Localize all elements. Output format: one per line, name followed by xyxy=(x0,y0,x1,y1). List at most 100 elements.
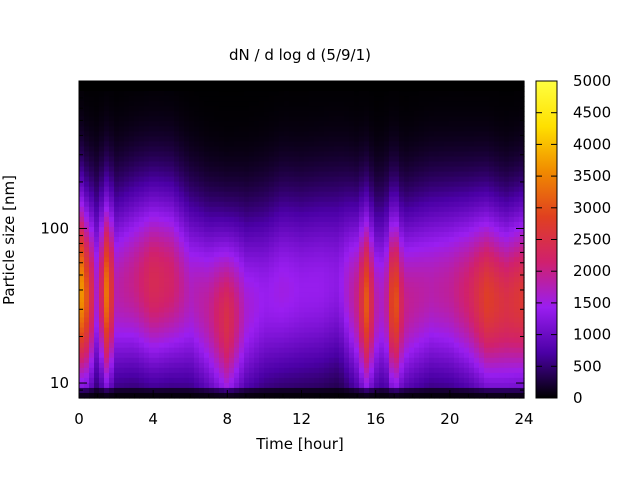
heatmap-cell xyxy=(304,367,310,374)
heatmap-cell xyxy=(199,277,205,283)
heatmap-cell xyxy=(204,86,210,92)
heatmap-cell xyxy=(169,247,175,253)
heatmap-cell xyxy=(389,196,395,203)
heatmap-cell xyxy=(199,322,205,329)
heatmap-cell xyxy=(359,211,365,218)
heatmap-cell xyxy=(214,171,220,178)
heatmap-cell xyxy=(334,372,340,379)
heatmap-cell xyxy=(304,186,310,193)
heatmap-cell xyxy=(369,211,375,218)
heatmap-cell xyxy=(289,362,295,369)
heatmap-cell xyxy=(409,247,415,253)
heatmap-cell xyxy=(284,362,290,369)
heatmap-cell xyxy=(369,106,375,112)
heatmap-cell xyxy=(394,176,400,183)
heatmap-cell xyxy=(384,322,390,329)
heatmap-cell xyxy=(244,382,250,389)
heatmap-cell xyxy=(439,96,445,102)
heatmap-cell xyxy=(224,277,230,283)
heatmap-cell xyxy=(269,387,275,394)
heatmap-cell xyxy=(429,96,435,102)
heatmap-cell xyxy=(119,81,125,87)
heatmap-cell xyxy=(194,236,200,243)
heatmap-cell xyxy=(249,307,255,314)
heatmap-cell xyxy=(214,211,220,218)
heatmap-cell xyxy=(384,161,390,168)
heatmap-cell xyxy=(114,226,120,233)
heatmap-cell xyxy=(399,96,405,102)
heatmap-cell xyxy=(264,151,270,158)
heatmap-cell xyxy=(344,322,350,329)
heatmap-cell xyxy=(324,186,330,193)
chart-title: dN / d log d (5/9/1) xyxy=(229,46,371,64)
heatmap-cell xyxy=(134,81,140,87)
heatmap-cell xyxy=(429,297,435,303)
heatmap-cell xyxy=(424,201,430,208)
heatmap-cell xyxy=(379,201,385,208)
heatmap-cell xyxy=(359,191,365,198)
heatmap-cell xyxy=(184,392,190,399)
heatmap-cell xyxy=(314,317,320,324)
heatmap-cell xyxy=(89,287,95,293)
heatmap-cell xyxy=(249,141,255,148)
heatmap-cell xyxy=(214,166,220,173)
heatmap-cell xyxy=(309,211,315,218)
heatmap-cell xyxy=(114,196,120,203)
heatmap-cell xyxy=(284,111,290,117)
heatmap-cell xyxy=(89,327,95,334)
heatmap-cell xyxy=(84,96,90,102)
heatmap-cell xyxy=(84,216,90,223)
heatmap-cell xyxy=(224,262,230,268)
heatmap-cell xyxy=(179,221,185,228)
heatmap-cell xyxy=(134,262,140,268)
heatmap-cell xyxy=(224,337,230,344)
heatmap-cell xyxy=(249,267,255,273)
heatmap-cell xyxy=(444,191,450,198)
heatmap-cell xyxy=(444,287,450,293)
heatmap-cell xyxy=(444,312,450,319)
heatmap-cell xyxy=(444,302,450,309)
heatmap-cell xyxy=(234,181,240,188)
heatmap-cell xyxy=(179,332,185,339)
heatmap-cell xyxy=(149,161,155,168)
heatmap-cell xyxy=(274,166,280,173)
heatmap-cell xyxy=(399,141,405,148)
heatmap-cell xyxy=(229,247,235,253)
heatmap-cell xyxy=(209,126,215,132)
heatmap-cell xyxy=(294,196,300,203)
heatmap-cell xyxy=(164,332,170,339)
heatmap-cell xyxy=(469,327,475,334)
heatmap-cell xyxy=(124,111,130,117)
heatmap-cell xyxy=(424,151,430,158)
heatmap-cell xyxy=(299,377,305,384)
heatmap-cell xyxy=(399,292,405,298)
heatmap-cell xyxy=(104,347,110,354)
heatmap-cell xyxy=(289,186,295,193)
heatmap-cell xyxy=(259,342,265,349)
heatmap-cell xyxy=(314,151,320,158)
heatmap-cell xyxy=(149,277,155,283)
heatmap-cell xyxy=(289,176,295,183)
heatmap-cell xyxy=(424,322,430,329)
heatmap-cell xyxy=(159,307,165,314)
heatmap-cell xyxy=(139,201,145,208)
heatmap-cell xyxy=(279,337,285,344)
heatmap-cell xyxy=(129,252,135,258)
heatmap-cell xyxy=(179,387,185,394)
heatmap-cell xyxy=(319,236,325,243)
heatmap-cell xyxy=(459,96,465,102)
heatmap-cell xyxy=(159,86,165,92)
heatmap-cell xyxy=(429,156,435,163)
heatmap-cell xyxy=(469,211,475,218)
heatmap-cell xyxy=(379,81,385,87)
heatmap-cell xyxy=(234,166,240,173)
heatmap-cell xyxy=(389,111,395,117)
heatmap-cell xyxy=(274,116,280,122)
heatmap-cell xyxy=(229,337,235,344)
heatmap-cell xyxy=(379,377,385,384)
heatmap-cell xyxy=(124,367,130,374)
heatmap-cell xyxy=(99,211,105,218)
heatmap-cell xyxy=(424,387,430,394)
heatmap-cell xyxy=(404,387,410,394)
heatmap-cell xyxy=(429,312,435,319)
